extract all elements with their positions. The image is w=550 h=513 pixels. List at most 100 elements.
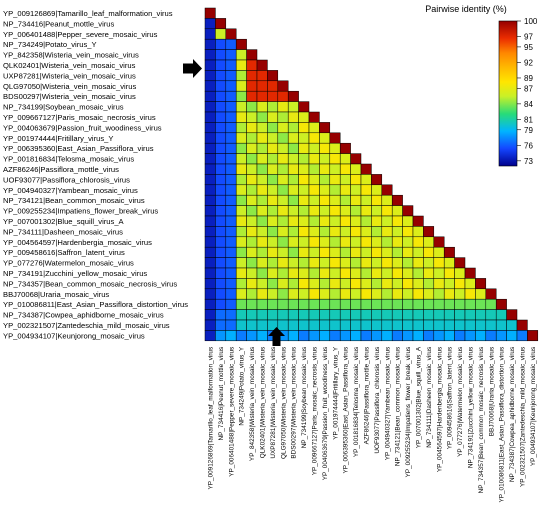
heatmap-cell	[287, 205, 299, 217]
heatmap-cell	[235, 49, 247, 61]
heatmap-cell	[215, 330, 227, 342]
heatmap-cell	[267, 174, 279, 186]
heatmap-cell	[308, 122, 320, 134]
heatmap-cell	[433, 257, 445, 269]
heatmap-diagonal-cell	[475, 278, 487, 290]
heatmap-cell	[277, 298, 289, 310]
heatmap-cell	[319, 309, 331, 321]
legend-tick-label: 89	[524, 74, 533, 83]
heatmap-cell	[433, 330, 445, 342]
heatmap-cell	[246, 184, 258, 196]
heatmap-cell	[412, 330, 424, 342]
heatmap-cell	[277, 215, 289, 227]
heatmap-cell	[287, 132, 299, 144]
heatmap-cell	[433, 288, 445, 300]
heatmap-cell	[215, 111, 227, 123]
heatmap-cell	[308, 215, 320, 227]
heatmap-cell	[235, 163, 247, 175]
heatmap-diagonal-cell	[235, 38, 247, 50]
heatmap-cells	[204, 7, 539, 342]
heatmap-cell	[277, 90, 289, 102]
heatmap-cell	[225, 38, 237, 50]
heatmap-cell	[235, 309, 247, 321]
heatmap-cell	[225, 174, 237, 186]
heatmap-cell	[360, 298, 372, 310]
heatmap-cell	[391, 257, 403, 269]
heatmap-cell	[339, 194, 351, 206]
heatmap-cell	[360, 174, 372, 186]
heatmap-cell	[277, 267, 289, 279]
column-label: NP_734416|Peanut_mottle_virus	[218, 347, 225, 441]
column-label: NP_734387|Cowpea_aphidborne_mosaic_virus	[509, 347, 516, 482]
heatmap-cell	[381, 330, 393, 342]
heatmap-diagonal-cell	[443, 246, 455, 258]
heatmap-cell	[204, 90, 216, 102]
heatmap-diagonal-cell	[256, 59, 268, 71]
heatmap-cell	[204, 142, 216, 154]
heatmap-cell	[350, 236, 362, 248]
heatmap-diagonal-cell	[495, 298, 507, 310]
heatmap-diagonal-cell	[308, 111, 320, 123]
heatmap-cell	[319, 194, 331, 206]
heatmap-cell	[308, 132, 320, 144]
heatmap-cell	[235, 132, 247, 144]
heatmap-cell	[204, 153, 216, 165]
heatmap-cell	[277, 246, 289, 258]
heatmap-cell	[204, 330, 216, 342]
heatmap-cell	[308, 174, 320, 186]
heatmap-cell	[329, 142, 341, 154]
heatmap-diagonal-cell	[339, 142, 351, 154]
heatmap-cell	[287, 288, 299, 300]
heatmap-diagonal-cell	[527, 330, 539, 342]
heatmap-cell	[215, 28, 227, 40]
heatmap-cell	[350, 184, 362, 196]
heatmap-cell	[308, 194, 320, 206]
heatmap-cell	[443, 278, 455, 290]
heatmap-cell	[225, 80, 237, 92]
heatmap-cell	[433, 319, 445, 331]
heatmap-cell	[215, 215, 227, 227]
heatmap-cell	[360, 236, 372, 248]
heatmap-cell	[443, 330, 455, 342]
heatmap-cell	[256, 153, 268, 165]
heatmap-cell	[495, 309, 507, 321]
heatmap-cell	[381, 278, 393, 290]
heatmap-cell	[360, 246, 372, 258]
heatmap-cell	[308, 184, 320, 196]
heatmap-cell	[495, 330, 507, 342]
heatmap-cell	[308, 236, 320, 248]
heatmap-cell	[412, 236, 424, 248]
heatmap-cell	[339, 330, 351, 342]
heatmap-cell	[402, 246, 414, 258]
column-label: UOF93077|Passiflora_chlorosis_virus	[374, 347, 381, 454]
heatmap-cell	[287, 174, 299, 186]
heatmap-cell	[381, 319, 393, 331]
heatmap-cell	[371, 330, 383, 342]
heatmap-cell	[204, 298, 216, 310]
row-label: YP_006401488|Pepper_severe_mosaic_virus	[3, 30, 158, 39]
heatmap-diagonal-cell	[402, 205, 414, 217]
heatmap-cell	[298, 142, 310, 154]
heatmap-diagonal-cell	[423, 226, 435, 238]
heatmap-cell	[287, 142, 299, 154]
heatmap-cell	[423, 246, 435, 258]
row-label: BDS00297|Wisteria_vein_mosaic_virus	[3, 92, 136, 101]
column-label: AZF86246|Passiflora_mottle_virus	[364, 347, 371, 445]
heatmap-cell	[235, 184, 247, 196]
heatmap-cell	[215, 236, 227, 248]
heatmap-cell	[506, 330, 518, 342]
heatmap-cell	[402, 215, 414, 227]
heatmap-cell	[319, 174, 331, 186]
heatmap-cell	[402, 257, 414, 269]
heatmap-cell	[256, 80, 268, 92]
heatmap-diagonal-cell	[204, 7, 216, 19]
heatmap-cell	[391, 298, 403, 310]
heatmap-cell	[246, 101, 258, 113]
heatmap-cell	[371, 267, 383, 279]
heatmap-cell	[225, 267, 237, 279]
heatmap-cell	[215, 309, 227, 321]
heatmap-cell	[246, 122, 258, 134]
heatmap-cell	[204, 184, 216, 196]
heatmap-cell	[225, 122, 237, 134]
heatmap-cell	[256, 226, 268, 238]
